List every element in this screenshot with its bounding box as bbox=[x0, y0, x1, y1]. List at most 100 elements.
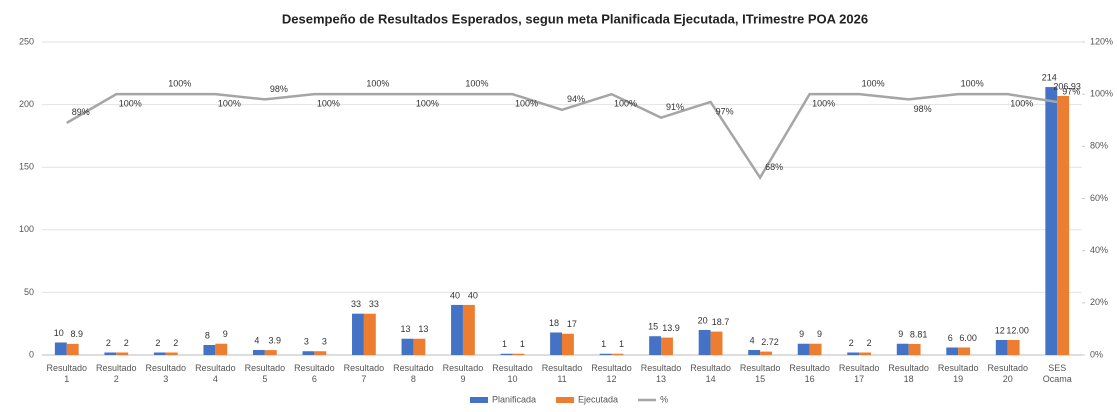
x-tick-label: Resultado 14 bbox=[690, 363, 731, 384]
y-tick-label: 50 bbox=[24, 287, 34, 297]
bar bbox=[611, 353, 624, 355]
data-label: 2 bbox=[867, 338, 872, 348]
data-label: 20 bbox=[698, 315, 708, 325]
data-label: 12 bbox=[995, 325, 1005, 335]
data-label: 18 bbox=[549, 318, 559, 328]
bar bbox=[363, 313, 376, 355]
data-label: 1 bbox=[520, 339, 525, 349]
legend-label: % bbox=[660, 394, 668, 404]
x-tick-label: Resultado 11 bbox=[542, 363, 583, 384]
bar bbox=[661, 337, 673, 355]
bar bbox=[698, 329, 711, 355]
bar bbox=[104, 352, 117, 355]
bar bbox=[413, 338, 426, 355]
x-tick-label: Resultado 2 bbox=[96, 363, 137, 384]
bar bbox=[302, 351, 315, 355]
x-tick-label: Resultado 3 bbox=[146, 363, 187, 384]
x-tick-label: Resultado 6 bbox=[294, 363, 335, 384]
bar bbox=[512, 353, 525, 355]
data-label: 100% bbox=[812, 99, 835, 109]
bar bbox=[1007, 339, 1020, 355]
bar bbox=[710, 331, 723, 355]
x-tick-label: Resultado 16 bbox=[789, 363, 830, 384]
bar bbox=[252, 349, 265, 355]
data-label: 206.93 bbox=[1053, 81, 1081, 91]
x-tick-label: Resultado 12 bbox=[591, 363, 632, 384]
bar bbox=[859, 352, 872, 355]
data-label: 214 bbox=[1042, 72, 1057, 82]
legend-swatch bbox=[470, 397, 488, 403]
legend-label: Ejecutada bbox=[578, 394, 618, 404]
bar bbox=[215, 343, 228, 355]
data-label: 8.9 bbox=[70, 329, 83, 339]
data-label: 1 bbox=[601, 339, 606, 349]
data-label: 18.7 bbox=[712, 317, 730, 327]
bar bbox=[264, 350, 277, 355]
bar bbox=[1045, 87, 1058, 356]
data-label: 2 bbox=[173, 338, 178, 348]
data-label: 89% bbox=[72, 107, 90, 117]
x-tick-label: Resultado 18 bbox=[888, 363, 929, 384]
bar bbox=[995, 339, 1008, 355]
bar bbox=[54, 342, 67, 355]
bar bbox=[562, 333, 574, 355]
data-label: 2 bbox=[849, 338, 854, 348]
data-label: 100% bbox=[317, 99, 340, 109]
bar bbox=[203, 344, 216, 355]
y-tick-label: 100 bbox=[19, 224, 34, 234]
data-label: 15 bbox=[648, 322, 658, 332]
x-tick-label: Resultado 1 bbox=[46, 363, 87, 384]
bar bbox=[116, 352, 129, 355]
data-label: 9 bbox=[799, 329, 804, 339]
bar bbox=[500, 353, 513, 355]
data-label: 9 bbox=[223, 329, 228, 339]
legend-label: Planificada bbox=[492, 394, 536, 404]
data-label: 33 bbox=[351, 299, 361, 309]
data-label: 3 bbox=[322, 337, 327, 347]
y-tick-label: 200 bbox=[19, 99, 34, 109]
data-label: 3.9 bbox=[269, 335, 282, 345]
bar bbox=[797, 343, 810, 355]
x-tick-label: Resultado 9 bbox=[443, 363, 484, 384]
data-label: 100% bbox=[119, 99, 142, 109]
x-tick-label: Resultado 13 bbox=[641, 363, 682, 384]
y2-tick-label: 60% bbox=[1090, 193, 1108, 203]
x-tick-label: Resultado 8 bbox=[393, 363, 434, 384]
data-label: 8 bbox=[205, 330, 210, 340]
bar bbox=[1057, 95, 1070, 355]
data-label: 94% bbox=[567, 94, 585, 104]
line bbox=[66, 92, 1058, 180]
bar bbox=[153, 352, 166, 355]
data-label: 98% bbox=[270, 84, 288, 94]
bar bbox=[66, 343, 79, 355]
y-tick-label: 0 bbox=[29, 349, 34, 359]
x-tick-label: Resultado 20 bbox=[987, 363, 1028, 384]
data-label: 100% bbox=[961, 79, 984, 89]
data-label: 3 bbox=[304, 337, 309, 347]
data-label: 100% bbox=[465, 79, 488, 89]
data-label: 2 bbox=[155, 338, 160, 348]
data-label: 17 bbox=[567, 319, 577, 329]
y2-tick-label: 100% bbox=[1090, 89, 1113, 99]
x-tick-label: Resultado 17 bbox=[839, 363, 880, 384]
bar bbox=[809, 343, 822, 355]
data-label: 10 bbox=[54, 328, 64, 338]
bar bbox=[314, 351, 327, 355]
data-label: 13 bbox=[418, 324, 428, 334]
legend-swatch bbox=[556, 397, 575, 403]
data-label: 13 bbox=[400, 324, 410, 334]
y2-tick-label: 80% bbox=[1090, 141, 1108, 151]
bar bbox=[748, 349, 761, 355]
y-tick-label: 150 bbox=[19, 162, 34, 172]
data-label: 97% bbox=[716, 106, 734, 116]
x-tick-label: Resultado 7 bbox=[344, 363, 385, 384]
bar bbox=[451, 304, 463, 355]
data-label: 2.72 bbox=[761, 337, 779, 347]
data-label: 2 bbox=[106, 338, 111, 348]
bar bbox=[896, 343, 909, 355]
data-label: 100% bbox=[416, 99, 439, 109]
bar bbox=[649, 336, 662, 355]
data-label: 100% bbox=[168, 79, 191, 89]
data-label: 68% bbox=[765, 162, 783, 172]
